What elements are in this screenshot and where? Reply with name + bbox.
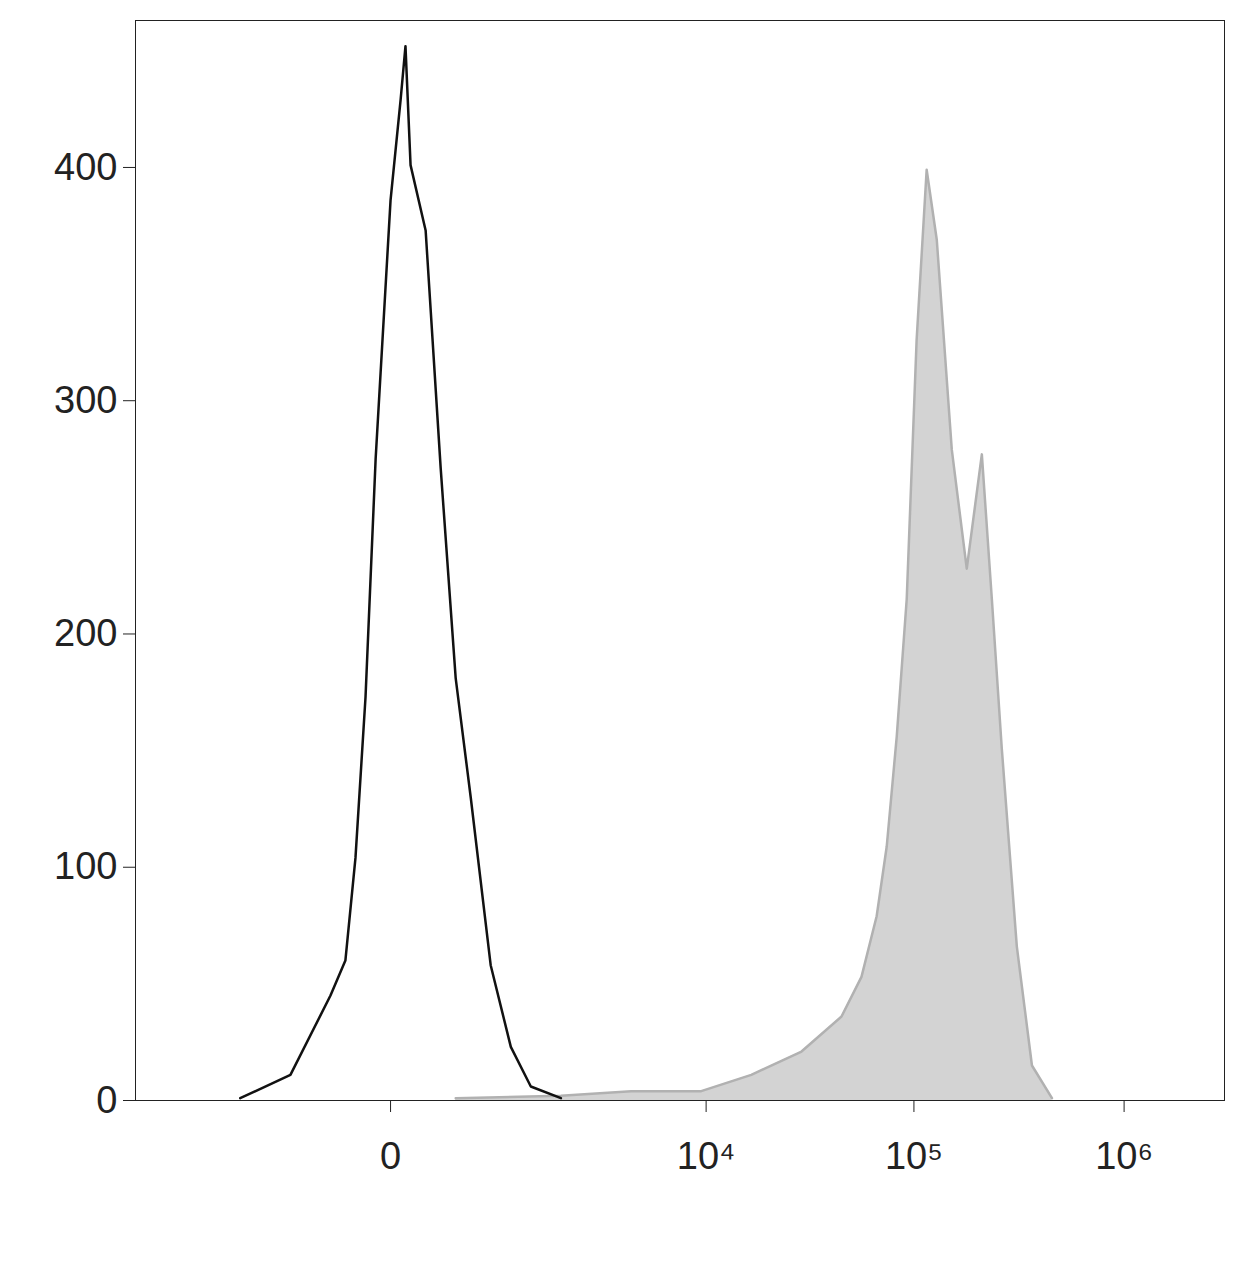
svg-text:400: 400 <box>54 146 117 188</box>
svg-text:10⁶: 10⁶ <box>1095 1135 1153 1177</box>
svg-text:100: 100 <box>54 845 117 887</box>
svg-text:300: 300 <box>54 379 117 421</box>
svg-text:0: 0 <box>96 1079 117 1121</box>
svg-text:200: 200 <box>54 612 117 654</box>
svg-text:10⁴: 10⁴ <box>677 1135 736 1177</box>
svg-text:10⁵: 10⁵ <box>885 1135 943 1177</box>
svg-text:0: 0 <box>380 1135 401 1177</box>
